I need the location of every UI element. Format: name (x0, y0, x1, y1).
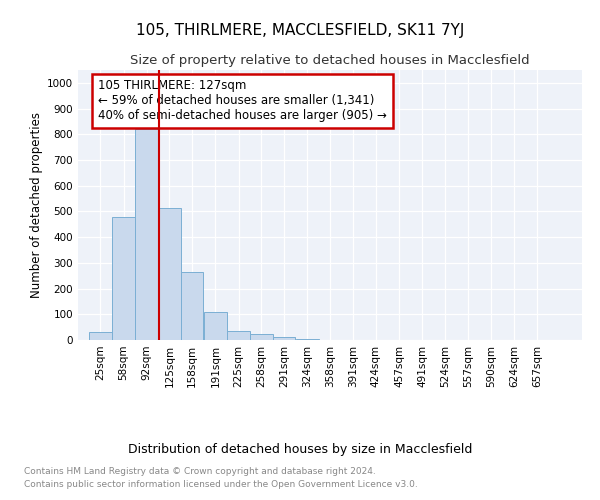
Bar (158, 208, 181, 340)
Text: Distribution of detached houses by size in Macclesfield: Distribution of detached houses by size … (128, 442, 472, 456)
Bar (181, 272, 203, 340)
Bar (227, 331, 250, 340)
Text: 105 THIRLMERE: 127sqm
← 59% of detached houses are smaller (1,341)
40% of semi-d: 105 THIRLMERE: 127sqm ← 59% of detached … (98, 80, 387, 122)
Bar (296, 338, 319, 340)
Title: Size of property relative to detached houses in Macclesfield: Size of property relative to detached ho… (130, 54, 530, 68)
Text: Contains public sector information licensed under the Open Government Licence v3: Contains public sector information licen… (24, 480, 418, 489)
Bar (273, 338, 295, 340)
Bar (136, 129, 158, 340)
Bar (250, 334, 272, 340)
Bar (89, 332, 112, 340)
Y-axis label: Number of detached properties: Number of detached properties (30, 112, 43, 298)
Text: 105, THIRLMERE, MACCLESFIELD, SK11 7YJ: 105, THIRLMERE, MACCLESFIELD, SK11 7YJ (136, 22, 464, 38)
Text: Contains HM Land Registry data © Crown copyright and database right 2024.: Contains HM Land Registry data © Crown c… (24, 468, 376, 476)
Bar (112, 216, 135, 340)
Bar (204, 312, 227, 340)
